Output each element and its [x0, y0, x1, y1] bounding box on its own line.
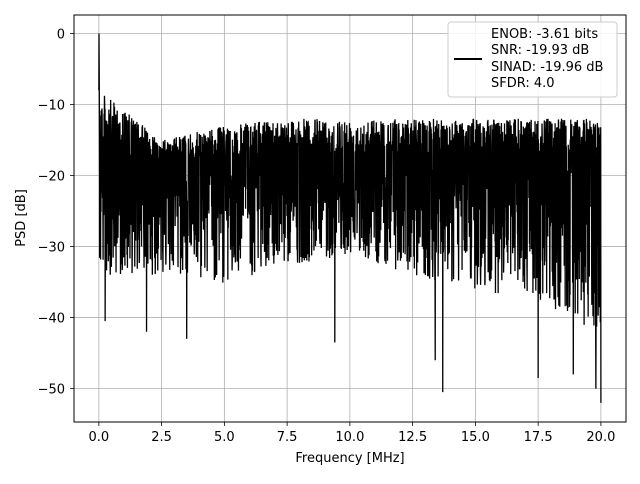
legend-enob: ENOB: -3.61 bits — [491, 27, 598, 42]
x-tick-label: 20.0 — [586, 430, 615, 445]
ticks: 0.0 2.5 5.0 7.5 10.0 12.5 15.0 17.5 20.0 0 −10 −20 −… — [38, 27, 616, 445]
y-tick-label: −40 — [38, 312, 65, 327]
y-tick-label: 0 — [57, 27, 65, 42]
x-axis-label: Frequency [MHz] — [295, 451, 404, 466]
legend-snr: SNR: -19.93 dB — [491, 43, 589, 58]
legend-box — [447, 21, 618, 98]
legend: ENOB: -3.61 bits SNR: -19.93 dB SINAD: -… — [447, 21, 618, 98]
x-tick-label: 17.5 — [524, 430, 553, 445]
x-tick-label: 0.0 — [89, 430, 110, 445]
y-tick-label: −50 — [38, 383, 65, 398]
plot-area — [98, 33, 602, 403]
x-tick-label: 10.0 — [335, 430, 364, 445]
legend-sinad: SINAD: -19.96 dB — [491, 60, 603, 75]
y-tick-label: −20 — [38, 170, 65, 185]
psd-series-line — [98, 33, 602, 403]
y-axis-label: PSD [dB] — [14, 189, 29, 247]
x-tick-label: 5.0 — [214, 430, 235, 445]
x-tick-label: 15.0 — [461, 430, 490, 445]
y-tick-label: −30 — [38, 241, 65, 256]
x-tick-label: 2.5 — [151, 430, 172, 445]
y-tick-label: −10 — [38, 98, 65, 113]
x-tick-label: 12.5 — [398, 430, 427, 445]
legend-sfdr: SFDR: 4.0 — [491, 76, 555, 91]
x-tick-label: 7.5 — [277, 430, 298, 445]
